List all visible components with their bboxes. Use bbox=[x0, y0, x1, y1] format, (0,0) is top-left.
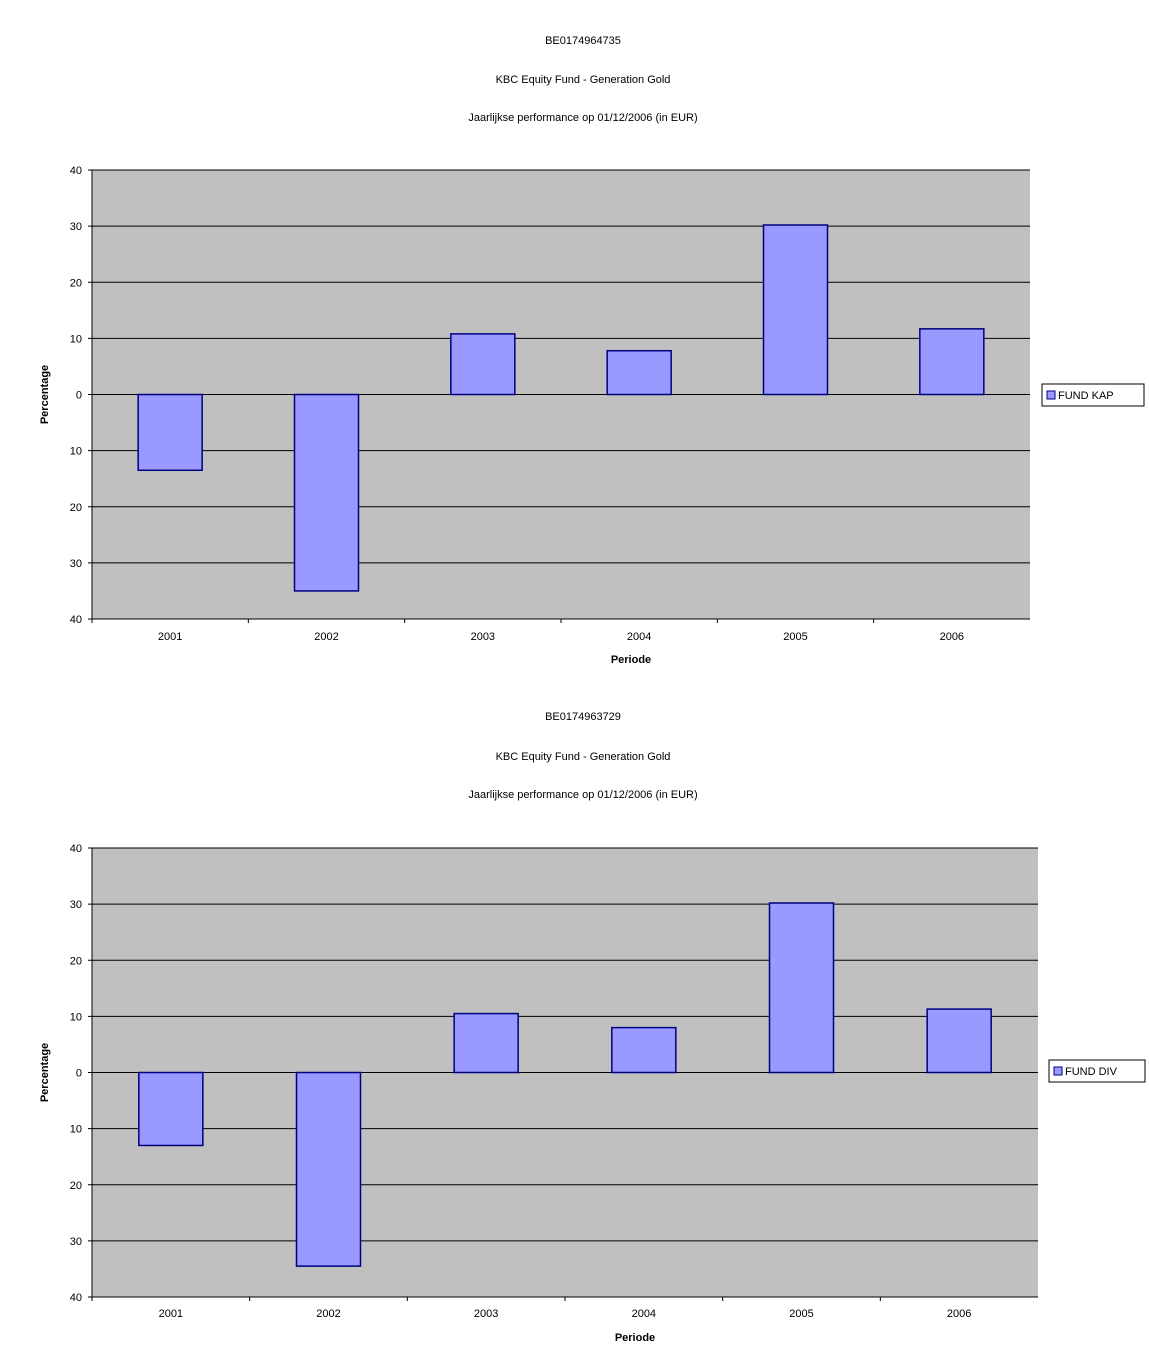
chart-1-legend-swatch bbox=[1046, 390, 1056, 400]
chart-1-legend-label: FUND KAP bbox=[1058, 390, 1114, 402]
chart-1-y-axis-title: Percentage bbox=[39, 365, 51, 424]
chart-2-x-tick-label-2004: 2004 bbox=[632, 1308, 656, 1320]
chart-1-y-tick-label-3: 20 bbox=[70, 277, 82, 289]
chart-kap-svg: BE0174964735 KBC Equity Fund - Generation… bbox=[39, 35, 1145, 666]
chart-2-y-tick-label-3: 20 bbox=[70, 955, 82, 967]
chart-1-x-tick-label-2006: 2006 bbox=[940, 631, 964, 643]
chart-2-bar-2001 bbox=[138, 1071, 204, 1147]
chart-1-y-tick-label-2: 30 bbox=[70, 221, 82, 233]
chart-2-x-tick-label-2005: 2005 bbox=[789, 1308, 813, 1320]
chart-1-bar-2005 bbox=[762, 224, 829, 396]
chart-1-y-tick-label-5: 0 bbox=[76, 390, 82, 402]
chart-2-legend-box bbox=[1048, 1059, 1146, 1083]
chart-1-x-tick-label-2004: 2004 bbox=[627, 631, 651, 643]
chart-1-y-tick-label-7: 20 bbox=[70, 502, 82, 514]
chart-1-x-tick-label-2005: 2005 bbox=[783, 631, 807, 643]
chart-2-y-tick-label-2: 30 bbox=[70, 899, 82, 911]
chart-1-legend-box bbox=[1041, 383, 1145, 407]
chart-2-legend-swatch bbox=[1053, 1066, 1063, 1076]
chart-kap: BE0174964735 KBC Equity Fund - Generation… bbox=[0, 0, 1149, 676]
chart-2-title-line-3: Jaarlijkse performance op 01/12/2006 (in… bbox=[468, 789, 697, 801]
chart-2-y-tick-label-6: 10 bbox=[70, 1124, 82, 1136]
chart-2-bar-2005 bbox=[768, 902, 835, 1074]
chart-2-y-tick-label-5: 0 bbox=[76, 1068, 82, 1080]
chart-1-title-line-2: KBC Equity Fund - Generation Gold bbox=[496, 74, 671, 86]
chart-1-y-tick-label-1: 40 bbox=[70, 165, 82, 177]
chart-1-title-line-1: BE0174964735 bbox=[545, 35, 621, 47]
chart-2-x-tick-label-2001: 2001 bbox=[159, 1308, 183, 1320]
chart-2-title-line-1: BE0174963729 bbox=[545, 711, 621, 723]
chart-div: BE0174963729 KBC Equity Fund - Generation… bbox=[0, 676, 1149, 1353]
chart-2-title-line-2: KBC Equity Fund - Generation Gold bbox=[496, 751, 671, 763]
chart-1-bar-2001 bbox=[137, 393, 203, 472]
chart-1-bar-2003 bbox=[450, 333, 516, 396]
chart-2-y-tick-label-7: 20 bbox=[70, 1180, 82, 1192]
chart-1-x-axis-title: Periode bbox=[611, 654, 651, 666]
chart-1-bar-2006 bbox=[919, 328, 985, 396]
chart-2-bar-2004 bbox=[611, 1026, 677, 1074]
chart-2-y-axis-title: Percentage bbox=[39, 1043, 51, 1102]
chart-2-bar-2002 bbox=[295, 1071, 362, 1267]
chart-div-svg: BE0174963729 KBC Equity Fund - Generation… bbox=[39, 711, 1146, 1344]
chart-2-x-tick-label-2002: 2002 bbox=[316, 1308, 340, 1320]
chart-1-bar-2004 bbox=[606, 349, 672, 396]
chart-1-title-line-3: Jaarlijkse performance op 01/12/2006 (in… bbox=[468, 112, 697, 124]
chart-1-bar-2002 bbox=[293, 393, 360, 592]
chart-1-y-tick-label-9: 40 bbox=[70, 614, 82, 626]
chart-2-x-tick-label-2003: 2003 bbox=[474, 1308, 498, 1320]
chart-1-x-tick-label-2001: 2001 bbox=[158, 631, 182, 643]
chart-2-y-tick-label-1: 40 bbox=[70, 843, 82, 855]
chart-2-bar-2003 bbox=[453, 1012, 519, 1074]
chart-2-y-tick-label-8: 30 bbox=[70, 1236, 82, 1248]
chart-2-x-axis-title: Periode bbox=[615, 1332, 655, 1344]
chart-1-x-tick-label-2003: 2003 bbox=[471, 631, 495, 643]
chart-2-bar-2006 bbox=[926, 1008, 992, 1074]
chart-1-x-tick-label-2002: 2002 bbox=[314, 631, 338, 643]
chart-1-y-tick-label-8: 30 bbox=[70, 558, 82, 570]
chart-1-y-tick-label-4: 10 bbox=[70, 333, 82, 345]
chart-2-y-tick-label-4: 10 bbox=[70, 1011, 82, 1023]
chart-2-x-tick-label-2006: 2006 bbox=[947, 1308, 971, 1320]
chart-2-legend-label: FUND DIV bbox=[1065, 1066, 1118, 1078]
chart-2-y-tick-label-9: 40 bbox=[70, 1292, 82, 1304]
chart-1-y-tick-label-6: 10 bbox=[70, 446, 82, 458]
